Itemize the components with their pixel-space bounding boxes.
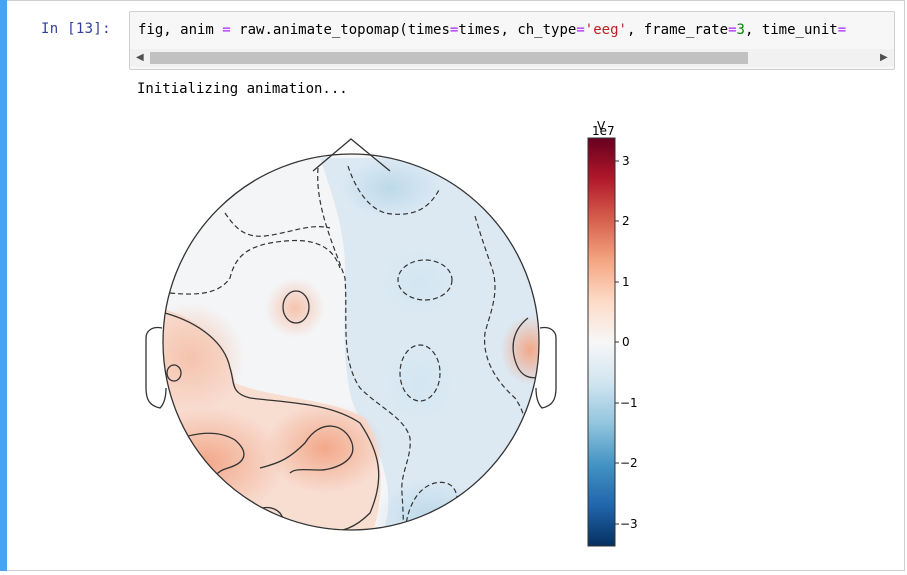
negative-contours xyxy=(169,165,527,530)
right-ear xyxy=(535,326,557,409)
left-ear xyxy=(145,326,167,409)
colorbar-unit-label: V xyxy=(597,119,606,133)
topomap-figure: 3 2 1 0 −1 −2 −3 V 1e7 xyxy=(145,119,638,547)
nose-marker xyxy=(312,138,391,172)
colorbar-tick-label: −1 xyxy=(620,396,638,410)
scroll-left-icon[interactable]: ◀ xyxy=(136,52,144,63)
colorbar-scale-label: 1e7 xyxy=(592,124,615,138)
colorbar-gradient xyxy=(587,137,616,547)
cell-selection-bar xyxy=(0,0,7,571)
scroll-right-icon[interactable]: ▶ xyxy=(880,52,888,63)
output-text: Initializing animation... xyxy=(137,81,348,97)
colorbar-tick-label: −3 xyxy=(620,517,638,531)
colorbar-tick-label: 1 xyxy=(622,275,630,289)
code-input-area[interactable]: fig, anim = raw.animate_topomap(times=ti… xyxy=(129,11,895,70)
colorbar-tick-label: 3 xyxy=(622,154,630,168)
cell-border xyxy=(7,0,905,571)
head-outline xyxy=(145,138,557,531)
scrollbar-thumb[interactable] xyxy=(150,52,748,64)
input-prompt: In [13]: xyxy=(41,21,111,37)
colorbar: 3 2 1 0 −1 −2 −3 V 1e7 xyxy=(587,119,638,547)
topomap-field xyxy=(163,154,539,530)
colorbar-tick-label: 0 xyxy=(622,335,630,349)
code-line[interactable]: fig, anim = raw.animate_topomap(times=ti… xyxy=(138,22,847,38)
horizontal-scrollbar[interactable]: ◀ ▶ xyxy=(130,49,894,67)
colorbar-tick-label: −2 xyxy=(620,456,638,470)
colorbar-tick-label: 2 xyxy=(622,214,630,228)
